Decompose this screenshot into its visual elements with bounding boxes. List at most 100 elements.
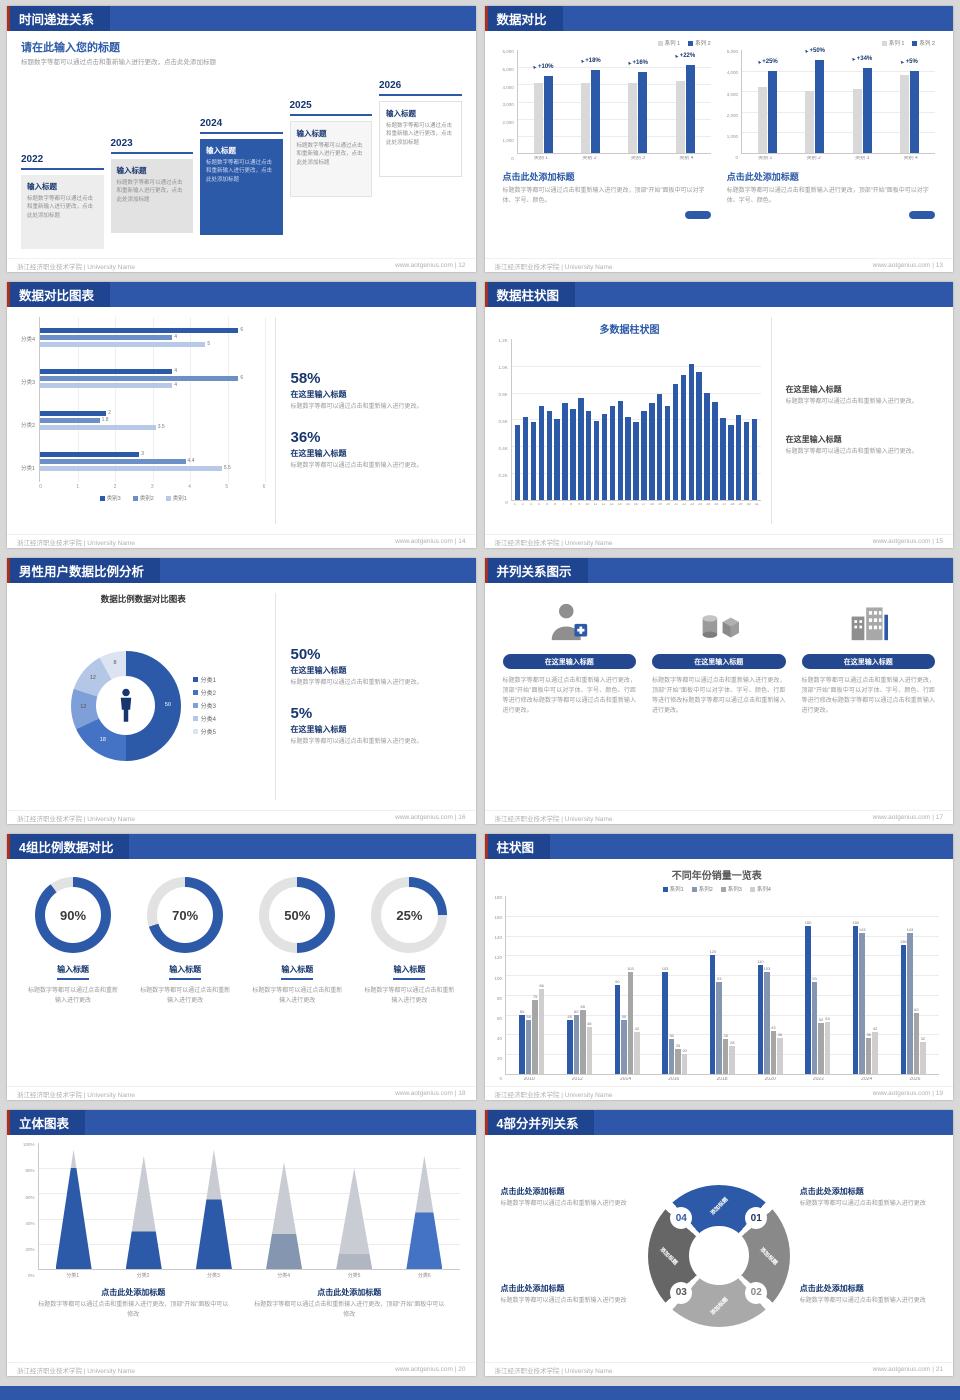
bar [709, 955, 716, 1074]
accent-pill-button[interactable] [909, 211, 935, 220]
x-tick: 5 [546, 502, 549, 506]
footer-site-page: www.aotgenius.com | 20 [395, 1366, 466, 1373]
x-tick: 4 [538, 502, 540, 506]
slide-header: 数据柱状图 [484, 282, 953, 307]
timeline-card-title: 输入标题 [206, 145, 236, 155]
footer-school: 浙江经济职业技术学院 | University Name [494, 539, 613, 547]
slide-13-data-compare[interactable]: 数据对比 系列 1 系列 2 6,000 5,000 4,000 3,000 2,000 1,… [484, 6, 953, 272]
caption-title: 点击此处添加标题 [317, 1288, 382, 1297]
x-tick: 6 [262, 484, 266, 490]
x-tick: 7 [562, 502, 565, 506]
title-button[interactable]: 在这里输入标题 [801, 654, 935, 669]
slide-20-3d-cones[interactable]: 立体图表 100% 80% 60% 40% 20% 0% 分类1 分类2 分类3 分类4 分类5 分类… [7, 1110, 476, 1376]
bar-value-label: 60 [574, 1008, 579, 1014]
slide-21-cycle[interactable]: 4部分并列关系 点击此处添加标题 标题数字等都可以通过点击和重新输入进行更改 点… [484, 1110, 953, 1376]
x-tick: 18 [649, 502, 654, 506]
bar-value-label: 48 [587, 1020, 592, 1026]
percent-card-2[interactable]: 70% 输入标题 标题数字等都可以通过点击和重新输入进行更改 [133, 877, 237, 1086]
legend-swatch [132, 495, 138, 501]
footer-page-number: 19 [935, 1090, 943, 1097]
legend-label: 分类3 [200, 704, 216, 710]
bar-value-label: 55 [567, 1013, 572, 1019]
footer-page-number: 14 [458, 538, 466, 545]
bar [578, 397, 584, 500]
plot-area [37, 1143, 460, 1270]
timeline-card-2025[interactable]: 2025 输入标题 标题数字等都可以通过点击和重新输入进行更改，点击此处添加标题 [289, 100, 372, 197]
bar-group: 4 6 4 [40, 369, 265, 389]
accent-pill-button[interactable] [684, 211, 711, 220]
header-accent-mark [7, 834, 10, 859]
timeline-card-2026[interactable]: 2026 输入标题 标题数字等都可以通过点击和重新输入进行更改，点击此处添加标题 [379, 80, 462, 177]
card-title: 输入标题 [281, 964, 314, 980]
grouped-bar-chart: 不同年份销量一览表 系列1 系列2 系列3 系列4 180 160 140 120 100 80 60… [495, 867, 939, 1082]
percent-card-3[interactable]: 50% 输入标题 标题数字等都可以通过点击和重新输入进行更改 [245, 877, 349, 1086]
slide-header: 数据对比 [484, 6, 953, 31]
bar-value-label: 103 [627, 966, 634, 972]
y-tick: 0% [28, 1273, 35, 1279]
legend-label: 分类2 [200, 691, 216, 697]
bar [591, 69, 601, 153]
bar [40, 451, 140, 457]
bar-group [656, 339, 663, 500]
multi-column-chart: 多数据柱状图 1.2K 1.0K 0.8K 0.6K 0.4K 0.2K 0 1 2 3 4 5 6 7 8 9… [499, 321, 761, 506]
slide-header: 4部分并列关系 [484, 1110, 953, 1135]
timeline-card-body: 标题数字等都可以通过点击和重新输入进行更改，点击此处添加标题 [296, 142, 363, 166]
slide-19-grouped-bars[interactable]: 柱状图 不同年份销量一览表 系列1 系列2 系列3 系列4 180 160 140 120 100… [484, 834, 953, 1100]
slide-15-column-chart[interactable]: 数据柱状图 多数据柱状图 1.2K 1.0K 0.8K 0.6K 0.4K 0.2K 0 1 2 3… [484, 282, 953, 548]
left-caption-column: 点击此处添加标题 标题数字等都可以通过点击和重新输入进行更改 点击此处添加标题 … [501, 1149, 638, 1362]
footer-site-page: www.aotgenius.com | 12 [395, 262, 466, 269]
legend-swatch [657, 40, 663, 46]
cycle-segment-label: 添加标题 [658, 1246, 678, 1267]
percent-label: ➤ +18% [578, 57, 601, 65]
bar-value-label: 130 [900, 939, 907, 945]
slide-14-hbar-chart[interactable]: 数据对比图表 分类4 分类3 分类2 分类1 6 4 5 4 6 4 2 1.8 3.5 3 4.4 5.5 0… [7, 282, 476, 548]
x-tick: 27 [722, 502, 727, 506]
timeline-card-2024[interactable]: 2024 输入标题 标题数字等都可以通过点击和重新输入进行更改，点击此处添加标题 [200, 118, 283, 235]
plot-area: 6 4 5 4 6 4 2 1.8 3.5 3 4.4 5.5 [39, 317, 267, 482]
chart-pane: 多数据柱状图 1.2K 1.0K 0.8K 0.6K 0.4K 0.2K 0 1 2 3 4 5 6 7 8 9… [499, 317, 772, 524]
timeline-card-2023[interactable]: 2023 输入标题 标题数字等都可以通过点击和重新输入进行更改，点击此处添加标题 [110, 138, 193, 233]
bar [627, 972, 634, 1074]
title-button[interactable]: 在这里输入标题 [502, 654, 636, 669]
slide-body: 分类4 分类3 分类2 分类1 6 4 5 4 6 4 2 1.8 3.5 3 4.4 5.5 0 1 2 3 4 5 6 类… [7, 307, 476, 534]
bar [40, 376, 239, 382]
y-tick: 1.0K [498, 365, 508, 371]
bar [805, 925, 811, 1074]
bar-value-label: 20 [682, 1048, 687, 1054]
y-tick: 2,000 [502, 120, 514, 125]
slide-18-ring-percents[interactable]: 4组比例数据对比 90% 输入标题 标题数字等都可以通过点击和重新输入进行更改 … [7, 834, 476, 1100]
x-tick: 分类1 [66, 1273, 80, 1279]
slide-16-male-ratio[interactable]: 男性用户数据比例分析 数据比例数据对比图表 50 18 12 12 8 分类1 分类2 分类… [7, 558, 476, 824]
panel-body: 标题数字等都可以通过点击和重新输入进行更改，顶部“开始”面板中可以对字体、字号、… [726, 188, 929, 204]
bar-value-label: 90 [615, 979, 620, 984]
bar [634, 1032, 640, 1074]
bar [538, 988, 545, 1074]
timeline-card-body: 标题数字等都可以通过点击和重新输入进行更改，点击此处添加标题 [27, 195, 94, 219]
timeline-card-2022[interactable]: 2022 输入标题 标题数字等都可以通过点击和重新输入进行更改，点击此处添加标题 [21, 154, 104, 249]
slide-header: 时间递进关系 [7, 6, 476, 31]
bar-value-label: 1.8 [101, 416, 109, 423]
percent-label: ➤ +34% [850, 55, 873, 62]
footer-site: www.aotgenius.com [872, 538, 931, 545]
card-body: 标题数字等都可以通过点击和重新输入进行更改 [28, 988, 119, 1004]
slide-12-timeline[interactable]: 时间递进关系 请在此输入您的标题 标题数字等都可以通过点击和重新输入进行更改，点… [7, 6, 476, 272]
bar-group [735, 339, 742, 500]
header-accent-mark [484, 1110, 488, 1135]
cycle-number-badge: 03 [670, 1281, 693, 1304]
x-tick: 19 [657, 502, 662, 506]
x-axis: 0 1 2 3 4 5 6 [39, 482, 265, 490]
header-accent-mark [7, 6, 10, 31]
title-button[interactable]: 在这里输入标题 [652, 654, 786, 669]
percent-card-4[interactable]: 25% 输入标题 标题数字等都可以通过点击和重新输入进行更改 [357, 877, 461, 1086]
y-tick: 80% [25, 1168, 35, 1174]
bar [668, 1039, 675, 1074]
slide-footer: 浙江经济职业技术学院 | University Name www.aotgeni… [484, 1362, 953, 1376]
bar-group [522, 339, 529, 500]
bar-group [743, 339, 750, 500]
stat-block: 58% 在这里输入标题 标题数字等都可以通过点击和重新输入进行更改。 [290, 370, 461, 413]
legend-label: 系列 1 [664, 41, 681, 47]
slide-17-parallel[interactable]: 并列关系图示 在这里输入标题 标题数字等都可以通过点击和重新输入进行更改，顶部“… [484, 558, 953, 824]
x-tick: 11 [593, 502, 598, 506]
bar-value-label: 32 [920, 1036, 926, 1042]
percent-card-1[interactable]: 90% 输入标题 标题数字等都可以通过点击和重新输入进行更改 [21, 877, 125, 1086]
